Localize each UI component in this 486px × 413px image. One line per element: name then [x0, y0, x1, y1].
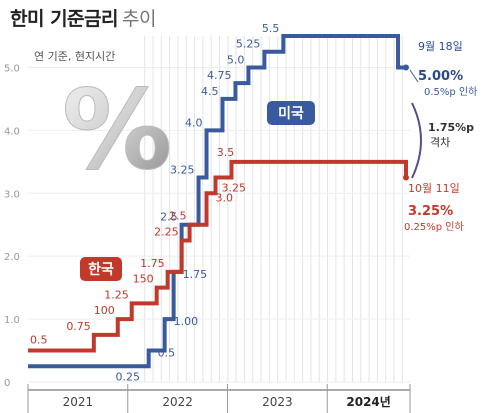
- title-main: 한미 기준금리: [10, 8, 119, 30]
- y-tick-label: 1.0: [4, 315, 20, 326]
- us-date: 9월 18일: [418, 39, 463, 53]
- us-rate: 5.00%: [418, 69, 463, 84]
- us-data-label: 5.0: [227, 53, 245, 66]
- us-data-label: 5.5: [262, 22, 280, 35]
- us-data-label: 4.0: [185, 116, 203, 129]
- gap-label: 격차: [430, 136, 450, 149]
- kr-data-label: 2.5: [169, 210, 187, 223]
- us-data-label: 5.25: [236, 38, 261, 51]
- us-data-label: 0.25: [115, 370, 140, 383]
- percent-graphic: %: [62, 66, 172, 194]
- data-labels: 0.25 0.5 1.00 1.75 2.5 3.25 4.0 4.5 4.75 5.0 5.255…: [30, 22, 279, 383]
- chart-title: 한미 기준금리 추이: [10, 4, 156, 31]
- kr-data-label: 3.5: [217, 146, 235, 159]
- kr-rate-line: [28, 159, 409, 353]
- us-data-label: 4.75: [207, 69, 232, 82]
- kr-data-label: 150: [133, 273, 154, 286]
- us-data-label: 4.5: [201, 85, 219, 98]
- x-axis: 2021 2022 2023 2024년: [27, 384, 411, 413]
- us-data-label: 2.5: [160, 211, 178, 224]
- gap-value: 1.75%p: [428, 121, 474, 134]
- y-axis-ticks: 0 1.0 2.0 3.0 4.0 5.0: [4, 63, 20, 389]
- kr-data-label: 2.25: [154, 225, 179, 238]
- us-series-tag: 미국: [278, 106, 304, 122]
- kr-data-label: 0.75: [66, 320, 91, 333]
- year-label: 2022: [162, 395, 193, 409]
- kr-data-label: 0.5: [30, 334, 48, 347]
- year-label: 2021: [63, 395, 94, 409]
- gridlines: [28, 36, 410, 383]
- us-leader-line: [409, 69, 419, 83]
- kr-data-label: 1.75: [140, 257, 165, 270]
- kr-data-label: 3.0: [216, 191, 234, 204]
- kr-rate: 3.25%: [408, 204, 453, 219]
- kr-series-tag: 한국: [88, 262, 114, 278]
- title-sub: 추이: [122, 8, 156, 30]
- y-tick-label: 3.0: [4, 189, 20, 200]
- series-lines: [28, 34, 410, 369]
- kr-series-tag-bg: [80, 257, 122, 281]
- us-data-label: 0.5: [158, 347, 176, 360]
- kr-data-label: 100: [94, 304, 115, 317]
- y-tick-label: 4.0: [4, 126, 20, 137]
- kr-date: 10월 11일: [408, 181, 460, 195]
- us-data-label: 1.75: [183, 268, 208, 281]
- y-tick-label: 0: [4, 378, 10, 389]
- y-tick-label: 2.0: [4, 252, 20, 263]
- us-series-tag-bg: [267, 101, 315, 125]
- gap-bracket: [411, 102, 422, 179]
- us-rate-line: [28, 34, 407, 369]
- kr-change: 0.25%p 인하: [404, 220, 464, 233]
- year-label: 2023: [262, 395, 293, 409]
- us-change: 0.5%p 인하: [424, 85, 477, 98]
- kr-data-label: 3.25: [222, 182, 247, 195]
- y-tick-label: 5.0: [4, 63, 20, 74]
- annotations: 9월 18일 5.00% 0.5%p 인하 1.75%p 격차 10월 11일 …: [404, 39, 477, 233]
- year-label: 2024년: [346, 395, 390, 409]
- unit-note: 연 기준, 현지시간: [34, 50, 115, 63]
- kr-end-marker: [403, 174, 410, 181]
- kr-data-label: 1.25: [104, 288, 129, 301]
- us-data-label: 3.25: [170, 164, 195, 177]
- us-end-marker: [403, 64, 410, 71]
- us-data-label: 1.00: [174, 315, 199, 328]
